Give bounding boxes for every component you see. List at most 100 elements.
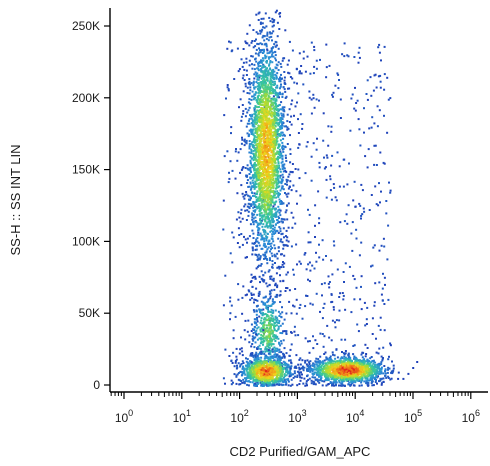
event-dot — [282, 115, 285, 118]
event-dot — [279, 168, 282, 171]
event-dot — [265, 370, 267, 373]
event-dot — [281, 332, 284, 335]
event-dot — [265, 251, 268, 254]
event-dot — [276, 86, 279, 89]
event-dot — [245, 74, 248, 76]
event-dot — [254, 45, 257, 48]
event-dot — [363, 131, 365, 134]
event-dot — [250, 157, 253, 160]
event-dot — [241, 65, 244, 68]
event-dot — [270, 304, 273, 307]
event-dot — [281, 322, 284, 325]
event-dot — [256, 121, 258, 124]
event-dot — [252, 125, 255, 128]
event-dot — [272, 20, 275, 23]
event-dot — [272, 370, 275, 373]
event-dot — [269, 369, 272, 372]
event-dot — [263, 151, 266, 154]
event-dot — [263, 116, 266, 119]
event-dot — [262, 170, 265, 173]
event-dot — [263, 75, 266, 78]
event-dot — [383, 162, 386, 165]
event-dot — [279, 209, 282, 212]
event-dot — [318, 256, 321, 259]
event-dot — [263, 146, 266, 148]
event-dot — [264, 119, 267, 122]
event-dot — [276, 93, 279, 96]
event-dot — [360, 241, 363, 244]
event-dot — [240, 370, 243, 373]
event-dot — [353, 344, 356, 347]
event-dot — [280, 378, 282, 381]
event-dot — [285, 125, 287, 128]
event-dot — [228, 40, 230, 43]
event-dot — [257, 19, 260, 21]
event-dot — [270, 329, 273, 332]
event-dot — [268, 126, 271, 128]
event-dot — [258, 175, 261, 178]
event-dot — [262, 172, 265, 175]
event-dot — [253, 326, 256, 329]
event-dot — [273, 145, 276, 148]
event-dot — [268, 347, 271, 349]
event-dot — [276, 376, 279, 379]
event-dot — [271, 208, 274, 211]
event-dot — [259, 212, 262, 215]
event-dot — [277, 195, 280, 198]
event-dot — [253, 136, 256, 139]
event-dot — [268, 323, 271, 326]
event-dot — [252, 149, 255, 152]
event-dot — [265, 258, 268, 260]
event-dot — [273, 109, 276, 112]
event-dot — [253, 186, 256, 189]
event-dot — [302, 57, 305, 60]
event-dot — [262, 87, 265, 90]
event-dot — [267, 84, 270, 87]
event-dot — [246, 383, 249, 386]
event-dot — [263, 254, 266, 257]
event-dot — [264, 163, 267, 166]
event-dot — [251, 185, 254, 188]
event-dot — [267, 144, 270, 147]
event-dot — [245, 42, 248, 44]
event-dot — [276, 378, 279, 381]
event-dot — [267, 163, 270, 166]
event-dot — [327, 282, 330, 285]
event-dot — [285, 244, 288, 247]
event-dot — [266, 262, 269, 265]
event-dot — [251, 367, 254, 370]
event-dot — [269, 141, 272, 144]
event-dot — [261, 234, 264, 237]
event-dot — [264, 251, 267, 254]
event-dot — [263, 26, 266, 29]
event-dot — [266, 183, 269, 186]
event-dot — [255, 381, 258, 384]
event-dot — [307, 208, 309, 211]
event-dot — [254, 220, 257, 223]
event-dot — [375, 203, 378, 206]
event-dot — [248, 195, 251, 198]
event-dot — [266, 206, 269, 209]
event-dot — [253, 156, 256, 159]
event-dot — [274, 11, 277, 14]
event-dot — [255, 75, 258, 78]
event-dot — [276, 318, 279, 321]
event-dot — [234, 177, 237, 180]
event-dot — [272, 182, 275, 185]
event-dot — [257, 54, 260, 57]
event-dot — [242, 112, 245, 115]
event-dot — [240, 363, 243, 365]
event-dot — [264, 379, 266, 382]
event-dot — [285, 229, 288, 232]
event-dot — [259, 111, 262, 114]
event-dot — [256, 197, 259, 200]
event-dot — [276, 357, 279, 360]
event-dot — [262, 154, 265, 157]
event-dot — [281, 185, 284, 188]
event-dot — [285, 273, 288, 276]
event-dot — [269, 353, 272, 356]
event-dot — [242, 110, 245, 113]
event-dot — [262, 97, 265, 100]
event-dot — [267, 159, 270, 162]
event-dot — [277, 237, 280, 240]
